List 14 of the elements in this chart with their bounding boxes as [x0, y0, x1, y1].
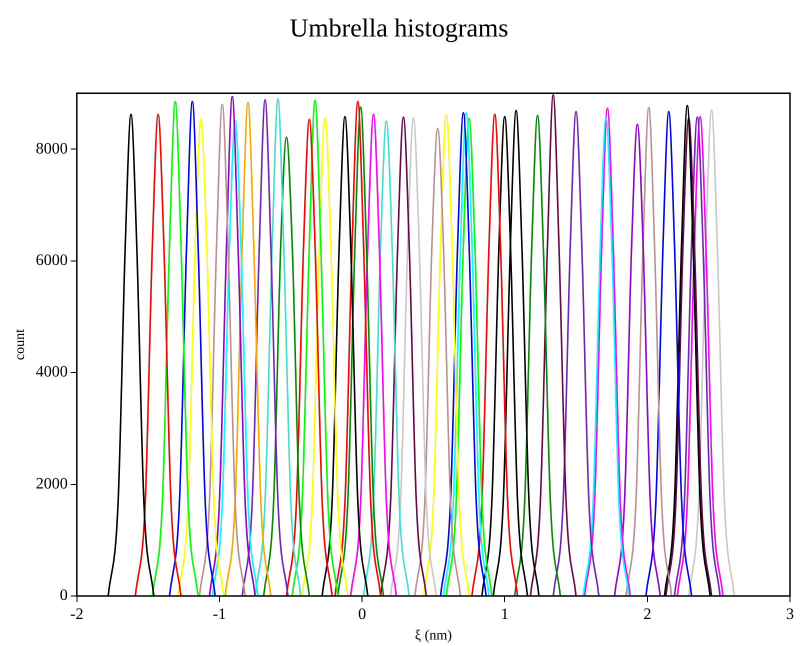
y-tick-label: 2000: [36, 475, 68, 492]
y-tick-label: 4000: [36, 364, 68, 381]
x-axis-title: ξ (nm): [414, 628, 452, 644]
x-tick-label: 0: [358, 606, 366, 623]
chart-title: Umbrella histograms: [290, 13, 508, 42]
x-tick-label: 1: [500, 606, 509, 623]
x-tick-label: 3: [786, 606, 794, 623]
y-axis-title: count: [13, 328, 28, 360]
x-tick-label: 2: [643, 606, 652, 623]
x-tick-label: -1: [212, 606, 226, 623]
y-tick-label: 0: [60, 587, 68, 604]
x-tick-label: -2: [70, 606, 84, 623]
y-tick-label: 6000: [36, 252, 68, 270]
y-tick-label: 8000: [36, 140, 68, 158]
